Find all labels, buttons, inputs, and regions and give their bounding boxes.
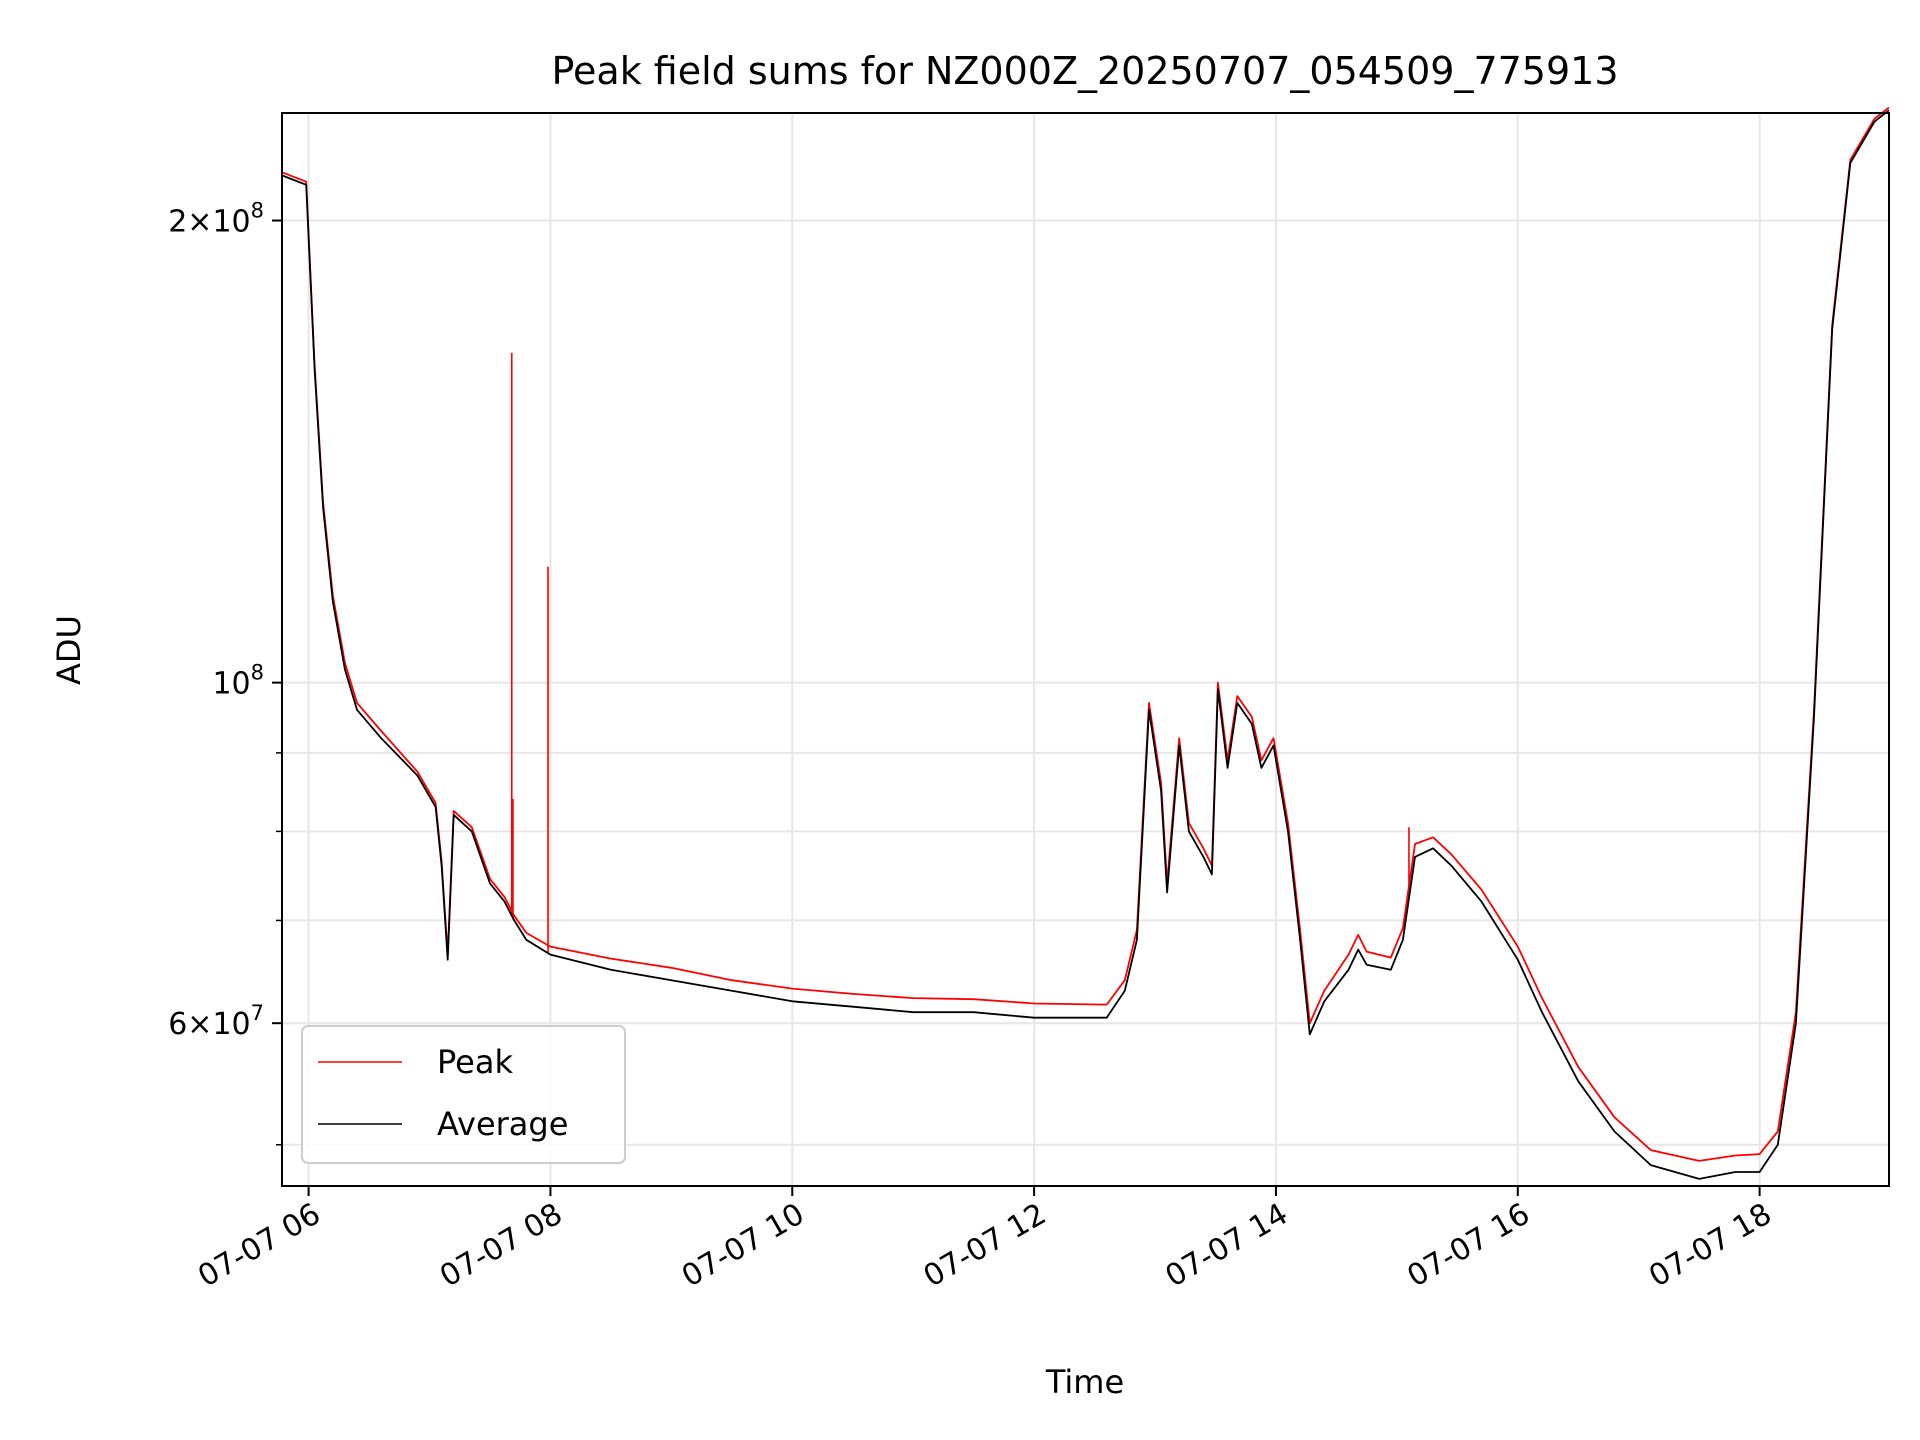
y-tick-exponent: 7 xyxy=(251,1001,264,1025)
chart-title: Peak field sums for NZ000Z_20250707_0545… xyxy=(551,49,1618,93)
y-tick-mantissa: 6×10 xyxy=(168,1007,250,1042)
y-tick-mantissa: 10 xyxy=(212,667,250,702)
plot-area xyxy=(281,106,1890,1180)
y-tick-label: 6×107 xyxy=(168,1001,264,1042)
y-tick-exponent: 8 xyxy=(251,199,264,223)
legend-label-average: Average xyxy=(437,1105,568,1143)
plot-frame xyxy=(281,112,1890,1187)
legend: Peak Average xyxy=(301,1025,626,1164)
legend-label-peak: Peak xyxy=(437,1043,513,1081)
y-tick-label: 108 xyxy=(212,661,264,702)
x-axis-label: Time xyxy=(1045,1363,1124,1401)
y-tick-exponent: 8 xyxy=(251,661,264,685)
y-tick-label: 2×108 xyxy=(168,199,264,240)
y-axis-label: ADU xyxy=(50,615,88,685)
series-line-average xyxy=(281,109,1890,1180)
legend-box xyxy=(301,1025,626,1164)
y-tick-mantissa: 2×10 xyxy=(168,205,250,240)
